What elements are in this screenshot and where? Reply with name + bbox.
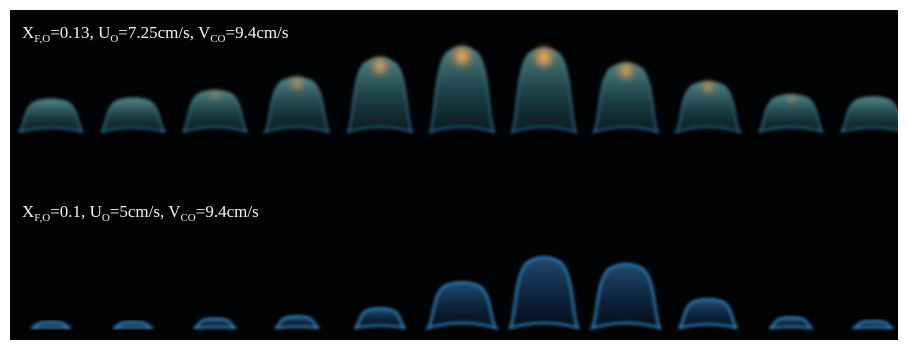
flame-bottom-1 [30, 320, 72, 330]
flame-bottom-6 [424, 281, 500, 331]
bottom-row-caption: XF,O=0.1, UO=5cm/s, VCO=9.4cm/s [22, 202, 259, 224]
flame-top-4 [262, 74, 332, 134]
flame-bottom-2 [112, 320, 154, 330]
flame-top-6 [428, 43, 496, 134]
flame-top-5 [346, 54, 414, 134]
flame-top-10 [758, 92, 824, 133]
flame-top-7 [510, 43, 578, 134]
flame-bottom-4 [274, 315, 320, 330]
flame-top-3 [179, 88, 251, 134]
photo-panel: XF,O=0.13, UO=7.25cm/s, VCO=9.4cm/s XF,O… [10, 10, 898, 340]
flame-photograph [18, 43, 898, 331]
flame-bottom-10 [768, 316, 814, 330]
flame-bottom-9 [677, 298, 739, 330]
flame-bottom-8 [589, 263, 663, 330]
flame-bottom-11 [852, 320, 894, 330]
flame-top-9 [673, 78, 743, 134]
flame-top-11 [840, 96, 898, 133]
flame-bottom-7 [507, 256, 581, 330]
flame-bottom-5 [353, 307, 407, 330]
flame-bottom-3 [193, 317, 237, 330]
flame-top-2 [100, 97, 166, 133]
top-row-caption: XF,O=0.13, UO=7.25cm/s, VCO=9.4cm/s [22, 23, 289, 45]
flame-top-1 [18, 98, 84, 133]
flame-top-8 [592, 59, 660, 134]
top-row-flames [18, 43, 898, 134]
bottom-row-flames [30, 256, 894, 331]
